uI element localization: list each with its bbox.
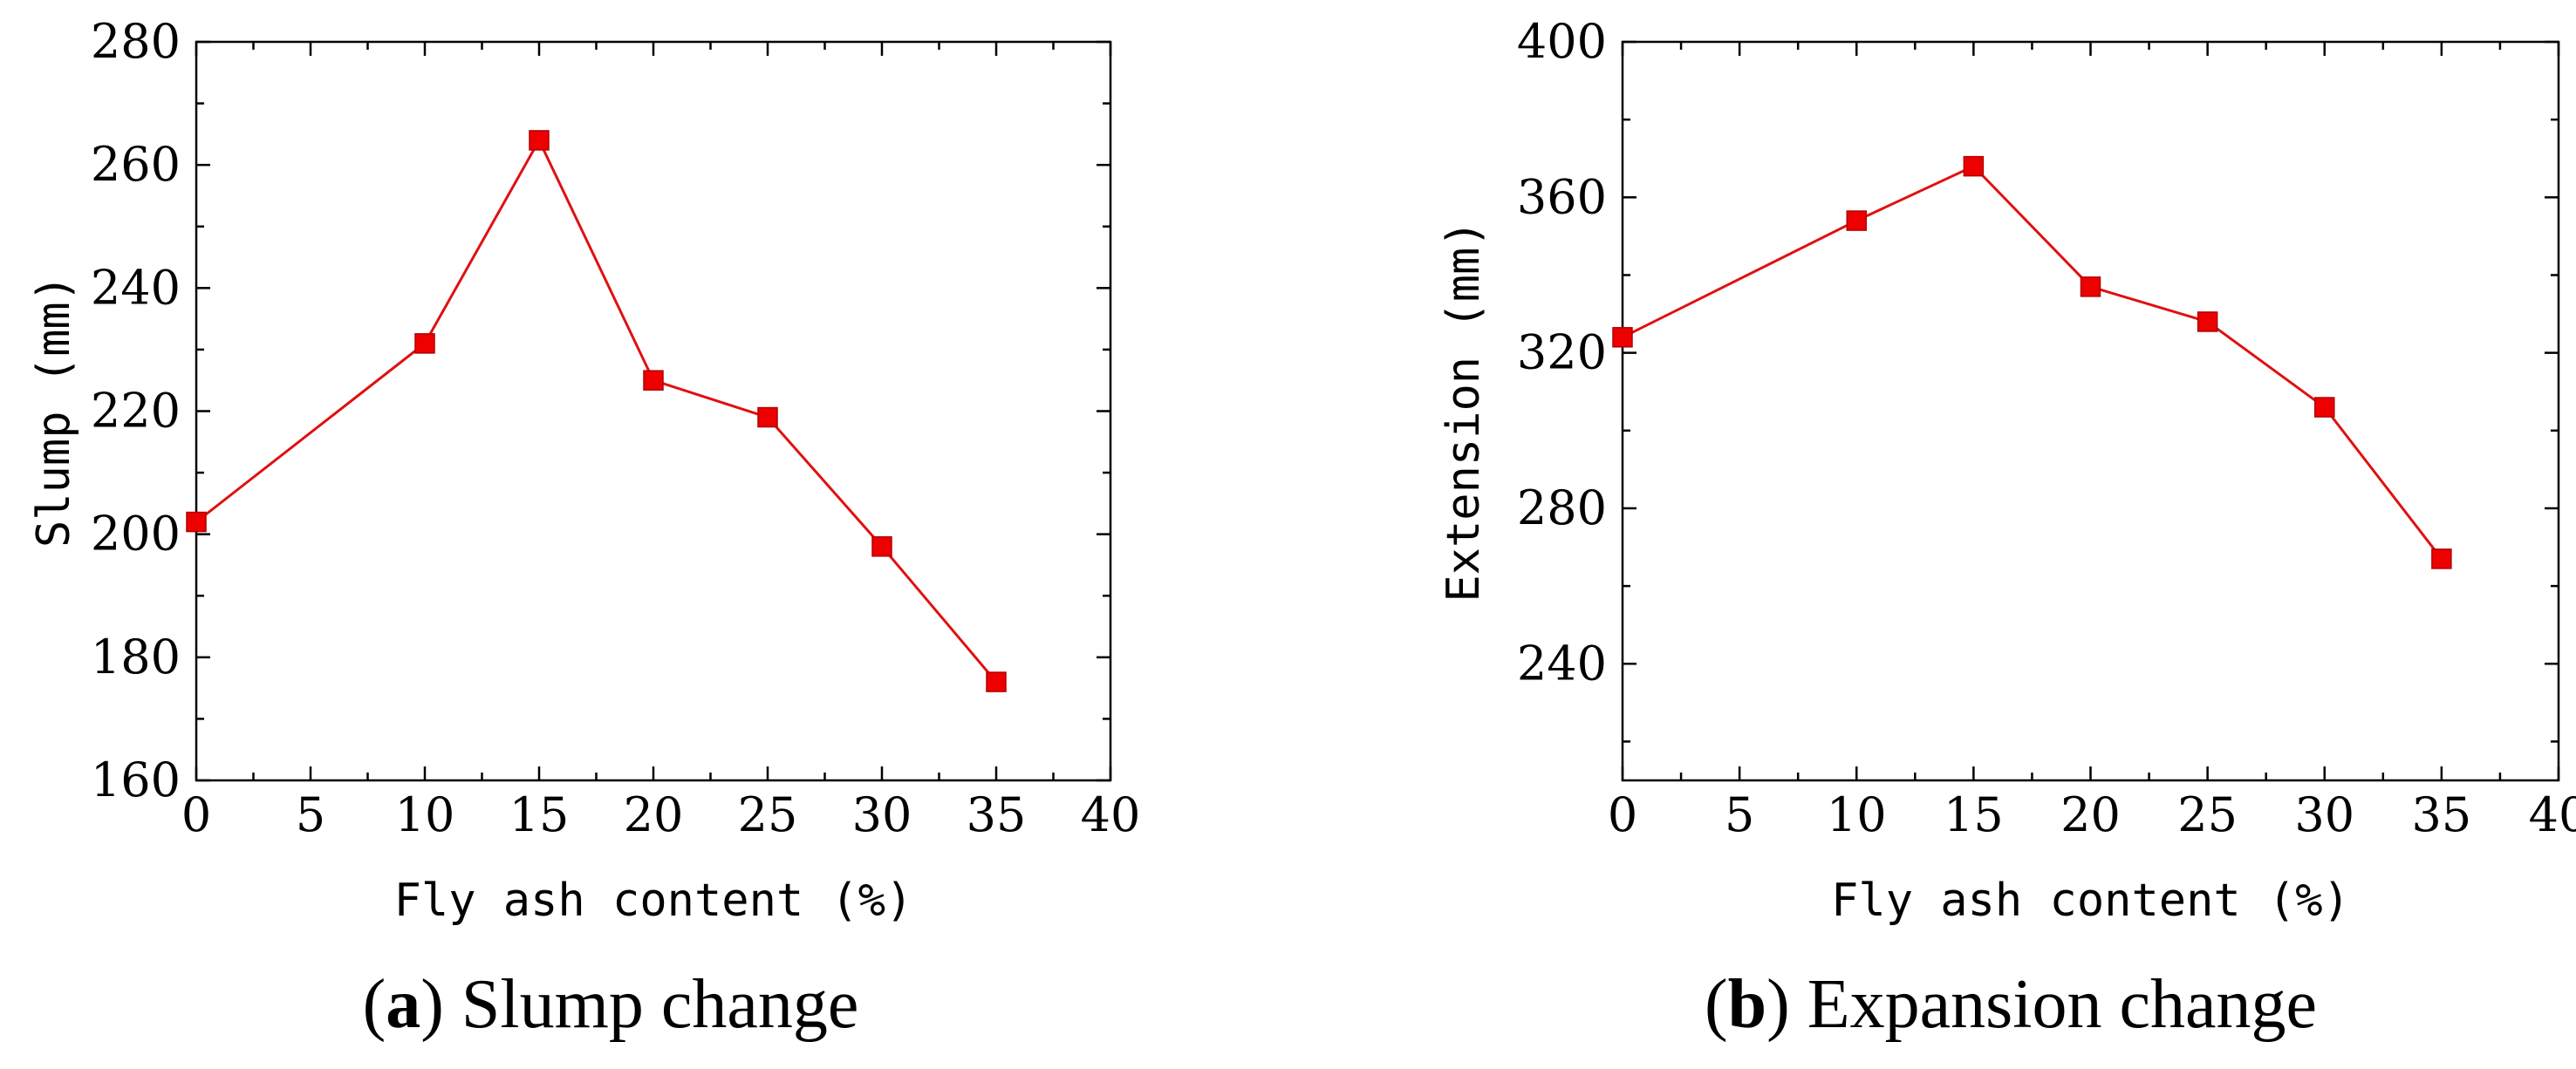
y-tick-label: 280 [1517,480,1607,535]
data-point [2197,311,2218,332]
data-point [986,671,1007,692]
x-tick-label: 30 [852,787,912,842]
x-axis-label: Fly ash content (%) [1831,875,2350,927]
data-point [2314,397,2335,418]
x-tick-label: 15 [509,787,570,842]
x-tick-label: 30 [2294,787,2354,842]
data-point [186,511,207,533]
y-tick-label: 200 [91,507,181,562]
y-tick-label: 400 [1517,14,1607,69]
caption-a: (a) Slump change [363,966,859,1043]
x-tick-label: 35 [2412,787,2472,842]
y-tick-label: 240 [1517,636,1607,691]
y-tick-label: 320 [1517,325,1607,380]
x-tick-label: 10 [395,787,455,842]
caption-b: (b) Expansion change [1705,966,2317,1043]
y-tick-label: 240 [91,260,181,315]
x-tick-label: 5 [1725,787,1754,842]
data-point [529,130,550,151]
data-point [757,406,778,428]
series-line [195,137,998,684]
x-tick-label: 40 [1081,787,1141,842]
x-tick-label: 40 [2529,787,2576,842]
plot-frame [195,40,1112,782]
data-point [1846,210,1867,231]
chart-b-extension: 0 5 10 15 20 25 30 35 40 240 280 320 360 400 Fly ash c… [1438,14,2576,927]
x-tick-label: 15 [1944,787,2004,842]
x-axis-label: Fly ash content (%) [394,875,913,927]
data-point [1612,327,1633,348]
y-tick-label: 360 [1517,169,1607,224]
y-tick-label: 280 [91,14,181,69]
data-point [2431,548,2452,569]
y-tick-label: 220 [91,384,181,439]
x-tick-label: 25 [2177,787,2238,842]
data-point [414,333,435,354]
plot-frame [1621,40,2560,782]
data-point [2080,276,2101,297]
x-tick-label: 35 [967,787,1027,842]
y-tick-label: 160 [91,752,181,807]
y-tick-label: 180 [91,630,181,684]
x-tick-label: 0 [1608,787,1637,842]
data-point [871,536,892,557]
x-tick-label: 10 [1827,787,1887,842]
x-tick-label: 5 [296,787,325,842]
data-point [643,370,664,391]
x-tick-label: 20 [624,787,684,842]
y-axis-label: Slump (mm) [28,275,80,548]
data-point [1963,155,1985,177]
chart-a-slump: 0 5 10 15 20 25 30 35 40 160 180 200 220 240 260 280 Fly… [28,14,1140,927]
y-tick-label: 260 [91,137,181,192]
x-tick-label: 20 [2060,787,2121,842]
x-tick-label: 0 [181,787,211,842]
x-tick-label: 25 [738,787,798,842]
series-line [1622,164,2443,560]
y-axis-label: Extension (mm) [1438,220,1490,602]
